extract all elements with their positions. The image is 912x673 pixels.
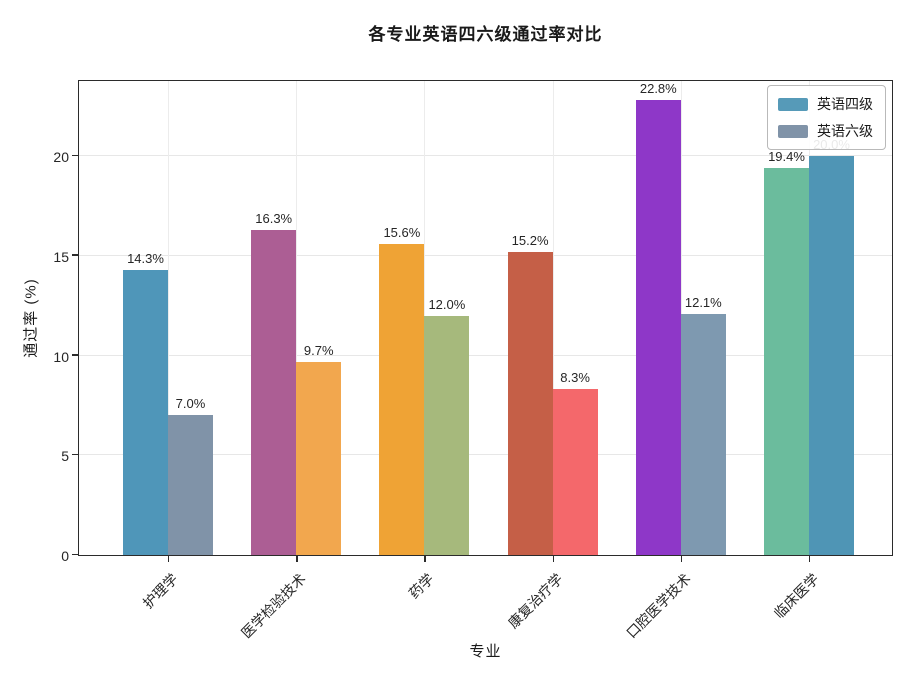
x-tick-label-1: 医学检验技术 (238, 570, 309, 642)
legend-label-cet4: 英语四级 (817, 96, 873, 112)
bar-cet4-2 (379, 243, 425, 555)
bar-label-cet6-3: 8.3% (560, 370, 590, 386)
legend-swatch-cet6 (778, 124, 808, 138)
legend-label-cet6: 英语六级 (817, 123, 873, 139)
bar-cet6-4 (680, 313, 726, 555)
x-tick-label-0: 护理学 (139, 570, 181, 612)
legend: 英语四级 英语六级 (767, 85, 886, 150)
legend-swatch-cet4 (778, 97, 808, 111)
y-tick-mark (72, 453, 78, 456)
x-tick-label-5: 临床医学 (770, 570, 822, 622)
y-tick-label: 20 (53, 149, 69, 166)
bar-label-cet4-5: 19.4% (768, 148, 805, 164)
bar-label-cet6-0: 7.0% (175, 396, 206, 412)
y-gridline (79, 454, 892, 456)
bar-label-cet6-1: 9.7% (303, 342, 334, 358)
bar-label-cet4-2: 15.6% (383, 224, 421, 240)
y-gridline (79, 155, 892, 157)
y-tick-mark (72, 354, 78, 356)
bar-cet4-1 (251, 229, 297, 555)
y-tick-label: 10 (53, 348, 69, 365)
y-tick-mark (72, 254, 78, 256)
x-tick-mark (168, 556, 170, 562)
bar-cet6-3 (552, 389, 598, 555)
bar-cet4-0 (123, 269, 168, 555)
x-tick-label-4: 口腔医学技术 (622, 570, 694, 642)
x-gridline (296, 81, 298, 555)
x-tick-mark (680, 556, 683, 562)
x-tick-label-2: 药学 (406, 570, 438, 602)
plot-area: 英语四级 英语六级 0 5 10 15 20 护理学 医学检验技术 药学 康复治疗学 口腔医学技术… (53, 80, 893, 641)
bar-label-cet4-4: 22.8% (639, 81, 677, 97)
x-tick-mark (424, 556, 426, 562)
x-gridline (552, 81, 554, 555)
bar-cet6-1 (296, 361, 342, 555)
y-tick-label: 5 (61, 448, 69, 465)
y-axis-label: 通过率 (%) (22, 278, 40, 358)
x-axis-label: 专业 (469, 643, 502, 660)
x-tick-label-3: 康复治疗学 (504, 570, 566, 632)
x-gridline (168, 81, 169, 555)
bar-cet4-5 (764, 167, 809, 555)
bar-cet6-5 (809, 156, 854, 555)
bar-label-cet6-4: 12.1% (684, 294, 722, 310)
bar-label-cet4-3: 15.2% (511, 232, 549, 248)
x-tick-mark (552, 556, 554, 562)
y-gridline (79, 254, 892, 256)
y-gridline (79, 354, 892, 356)
bar-label-cet6-2: 12.0% (428, 296, 466, 312)
bar-cet4-3 (507, 251, 553, 555)
y-tick-label: 0 (61, 548, 69, 564)
y-tick-mark (72, 154, 78, 157)
legend-entry-cet4: 英语四级 (778, 94, 873, 114)
legend-entry-cet6: 英语六级 (778, 121, 873, 141)
chart-title: 各专业英语四六级通过率对比 (368, 25, 603, 44)
x-tick-mark (296, 556, 298, 562)
bar-label-cet4-0: 14.3% (127, 250, 164, 266)
y-tick-label: 15 (53, 248, 69, 265)
y-tick-mark (72, 553, 78, 555)
bar-cet6-2 (424, 315, 470, 555)
x-tick-mark (809, 556, 811, 562)
bar-label-cet4-1: 16.3% (255, 210, 293, 226)
bar-cet4-4 (635, 100, 681, 555)
bar-cet6-0 (168, 415, 213, 555)
